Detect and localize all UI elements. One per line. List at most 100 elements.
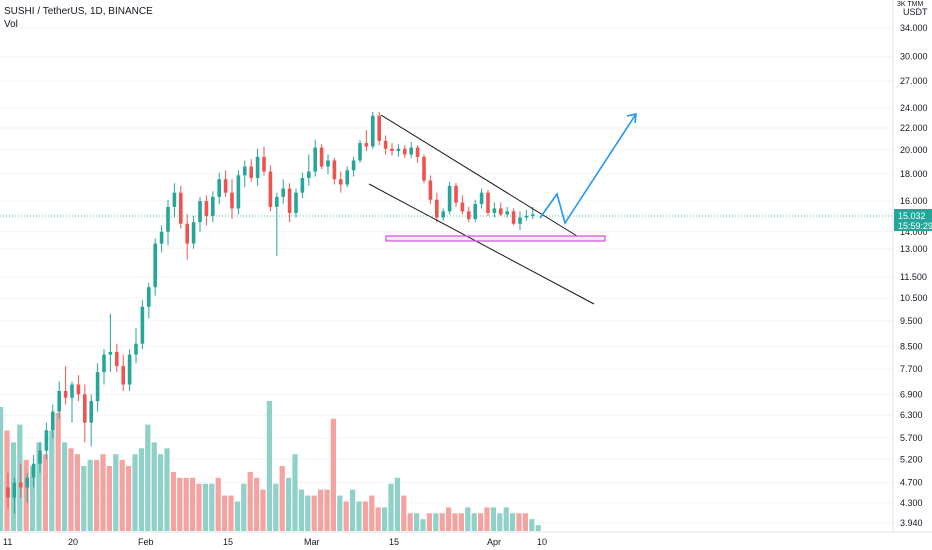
volume-bar bbox=[337, 495, 343, 531]
candle-body bbox=[191, 222, 196, 244]
candle-body bbox=[332, 160, 337, 180]
projection-arrowhead bbox=[626, 112, 637, 124]
volume-bar bbox=[471, 513, 477, 531]
volume-bar bbox=[266, 401, 272, 531]
volume-bar bbox=[356, 501, 362, 531]
candlesticks bbox=[6, 111, 535, 514]
candle-body bbox=[531, 214, 535, 216]
volume-bar bbox=[170, 471, 176, 531]
candle-body bbox=[396, 148, 401, 152]
price-axis[interactable]: 34.000 30.000 27.000 24.000 22.000 20.000 18.0… bbox=[892, 0, 928, 532]
channel-lower-line bbox=[368, 183, 595, 305]
candle-body bbox=[38, 450, 42, 464]
volume-bar bbox=[350, 489, 356, 531]
price-tick-label: 27.000 bbox=[900, 76, 928, 86]
price-tick-label: 30.000 bbox=[900, 52, 928, 62]
volume-bar bbox=[254, 477, 260, 531]
volume-bar bbox=[286, 477, 292, 531]
candle-body bbox=[230, 192, 234, 209]
projection-path bbox=[539, 113, 637, 225]
volume-bar bbox=[81, 466, 87, 531]
volume-bar bbox=[343, 501, 349, 531]
candle-body bbox=[383, 140, 388, 149]
candle-body bbox=[159, 231, 164, 244]
candle-body bbox=[351, 160, 356, 171]
candle-body bbox=[358, 143, 362, 161]
candle-body bbox=[339, 179, 343, 185]
volume-bar bbox=[132, 454, 138, 531]
candle-body bbox=[364, 143, 369, 147]
candle-body bbox=[115, 351, 119, 367]
volume-bar bbox=[362, 501, 368, 531]
price-tick-label: 5.700 bbox=[900, 433, 923, 443]
time-axis[interactable]: 11 20 Feb 15 Mar 15 Apr 10 bbox=[0, 531, 932, 547]
volume-bar bbox=[113, 454, 119, 531]
channel-upper-line bbox=[380, 114, 578, 237]
volume-bar bbox=[446, 507, 452, 531]
volume-bar bbox=[478, 513, 484, 531]
volume-bar bbox=[484, 507, 490, 531]
time-tick-label: 15 bbox=[223, 537, 233, 547]
candle-body bbox=[319, 147, 324, 167]
price-tick-label: 8.500 bbox=[900, 341, 923, 351]
volume-bar bbox=[298, 489, 304, 531]
candle-body bbox=[371, 115, 375, 147]
volume-bar bbox=[529, 519, 535, 531]
price-tick-label: 7.700 bbox=[900, 364, 923, 374]
candle-body bbox=[460, 202, 465, 212]
volume-bar bbox=[311, 495, 317, 531]
volume-bar bbox=[196, 483, 202, 531]
candle-body bbox=[185, 223, 189, 244]
time-tick-label: Mar bbox=[304, 537, 320, 547]
candle-body bbox=[428, 180, 433, 200]
volume-bar bbox=[516, 513, 522, 531]
volume-bar bbox=[510, 513, 516, 531]
price-tick-label: 10.500 bbox=[900, 293, 928, 303]
volume-bar bbox=[177, 477, 183, 531]
candle-body bbox=[121, 366, 125, 385]
candle-body bbox=[6, 487, 10, 498]
volume-bar bbox=[433, 513, 439, 531]
candle-body bbox=[31, 463, 36, 478]
candle-body bbox=[262, 156, 266, 172]
volume-indicator-label: Vol bbox=[4, 19, 18, 30]
candle-body bbox=[63, 390, 68, 398]
volume-bar bbox=[119, 460, 125, 531]
candle-body bbox=[83, 394, 87, 423]
volume-bar bbox=[420, 519, 426, 531]
volume-bar bbox=[388, 483, 394, 531]
volume-bar bbox=[369, 495, 375, 531]
candle-body bbox=[108, 351, 113, 355]
currency-label: USDT bbox=[903, 7, 928, 17]
volume-bar bbox=[228, 495, 234, 531]
candle-body bbox=[217, 179, 221, 197]
current-price-label: 15.032 bbox=[898, 211, 926, 221]
volume-bar bbox=[100, 454, 106, 531]
volume-bar bbox=[0, 406, 4, 531]
volume-bar bbox=[414, 513, 420, 531]
candle-body bbox=[524, 215, 529, 218]
volume-bar bbox=[305, 495, 311, 531]
volume-bar bbox=[106, 466, 112, 531]
candle-body bbox=[172, 192, 177, 207]
candle-body bbox=[499, 208, 503, 215]
volume-bar bbox=[490, 507, 496, 531]
time-tick-label: Feb bbox=[138, 537, 154, 547]
candle-body bbox=[249, 166, 253, 178]
candle-body bbox=[211, 196, 215, 216]
volume-bar bbox=[382, 507, 388, 531]
volume-bar bbox=[401, 495, 407, 531]
volume-bar bbox=[17, 424, 23, 531]
candle-body bbox=[473, 204, 477, 220]
candle-body bbox=[268, 171, 273, 207]
volume-bar bbox=[234, 501, 240, 531]
price-tick-label: 20.000 bbox=[900, 145, 928, 155]
candle-body bbox=[51, 411, 55, 431]
volume-bar bbox=[190, 477, 196, 531]
candle-body bbox=[492, 208, 497, 213]
volume-bar bbox=[30, 466, 36, 531]
candle-body bbox=[236, 175, 241, 209]
candle-body bbox=[403, 148, 407, 155]
price-tick-label: 13.000 bbox=[900, 244, 928, 254]
